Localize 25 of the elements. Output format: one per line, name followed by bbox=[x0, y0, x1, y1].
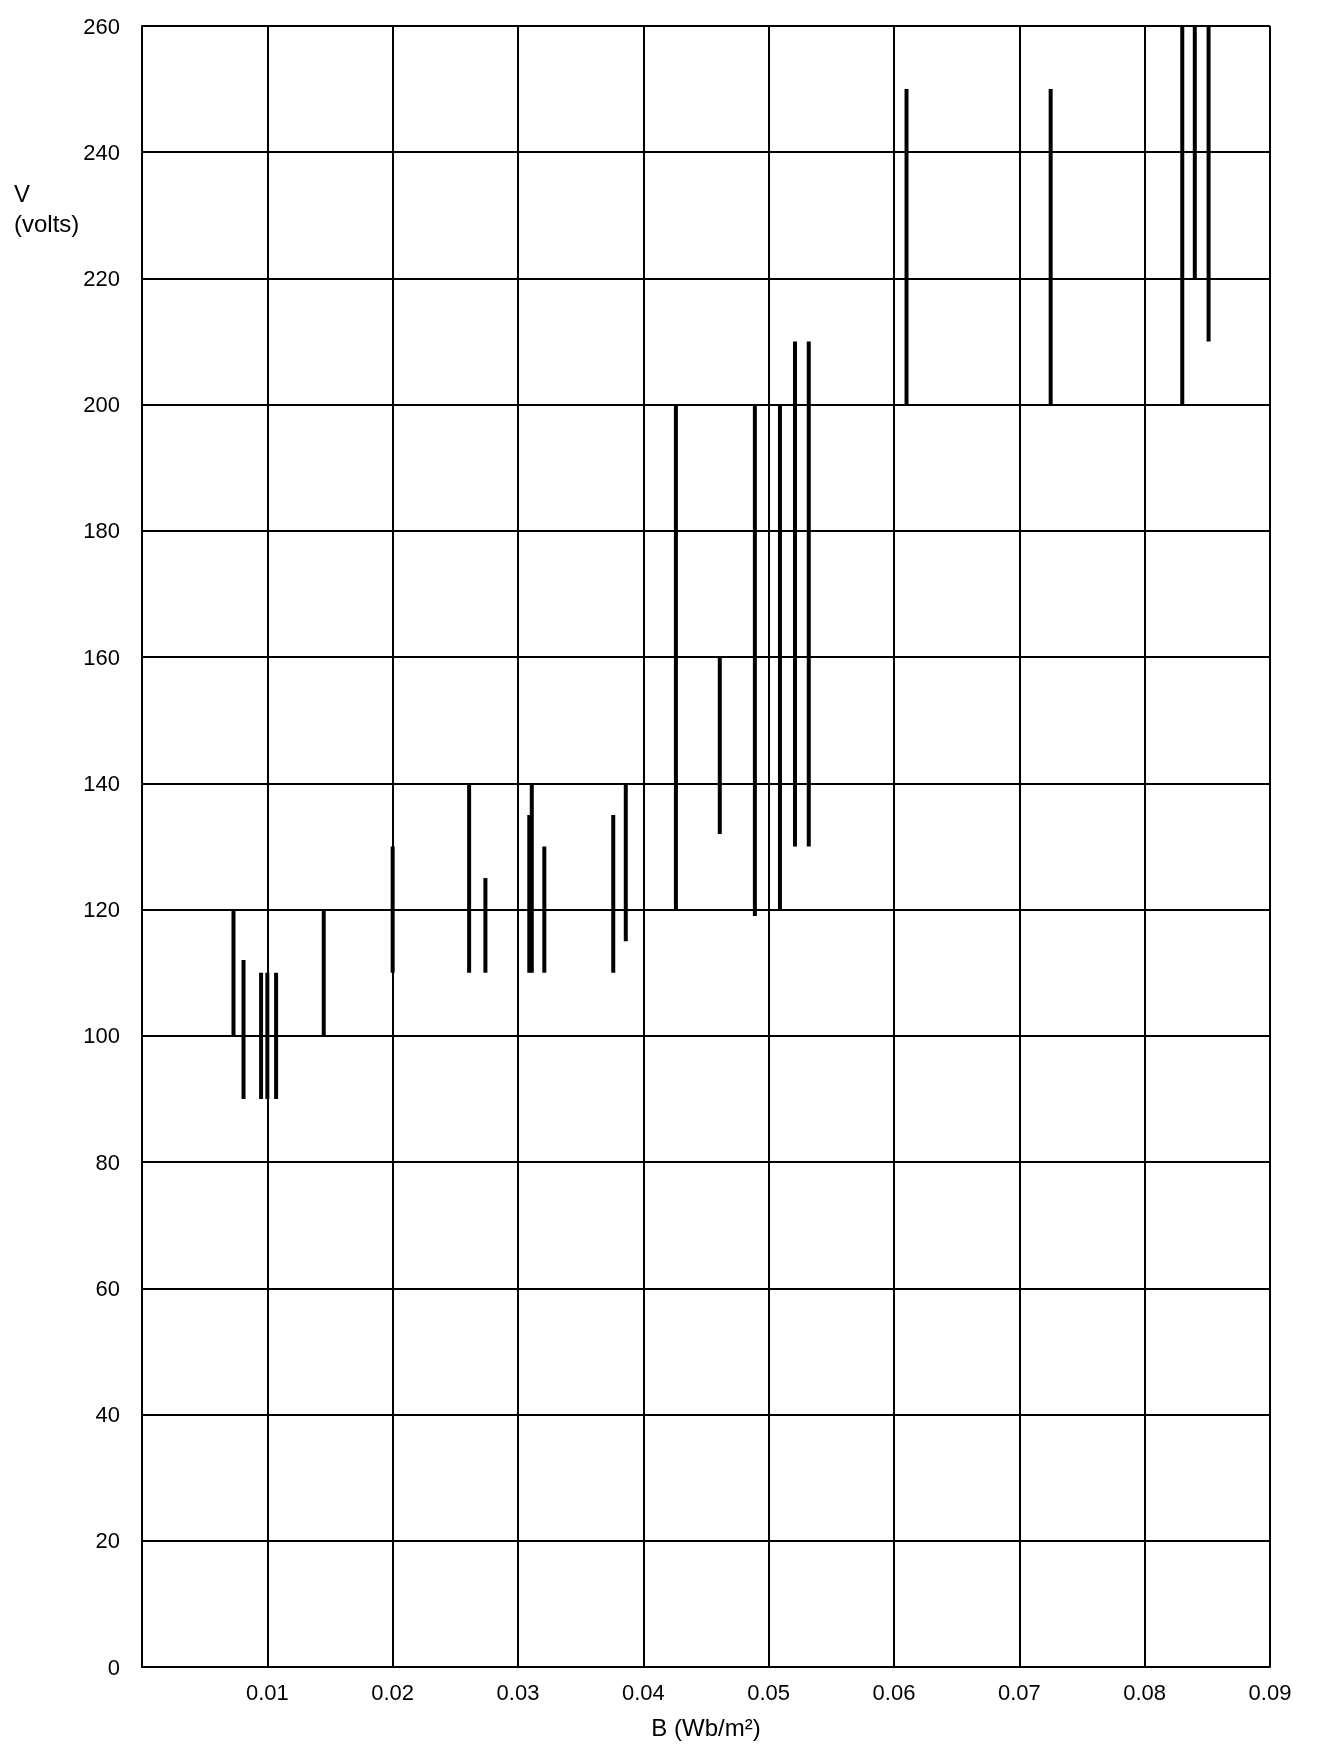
x-tick-label: 0.03 bbox=[496, 1679, 540, 1705]
y-tick-label: 40 bbox=[95, 1402, 120, 1428]
x-tick-label: 0.06 bbox=[872, 1679, 916, 1705]
x-tick-label: 0.08 bbox=[1123, 1679, 1167, 1705]
y-tick-label: 220 bbox=[83, 265, 120, 291]
x-tick-label: 0.05 bbox=[747, 1679, 791, 1705]
x-tick-label: 0.01 bbox=[245, 1679, 289, 1705]
y-tick-label: 80 bbox=[95, 1149, 120, 1175]
y-tick-label: 160 bbox=[83, 644, 120, 670]
x-tick-label: 0.09 bbox=[1248, 1679, 1292, 1705]
y-tick-label: 120 bbox=[83, 897, 120, 923]
y-axis-title: V (volts) bbox=[14, 179, 80, 237]
y-tick-label: 0 bbox=[107, 1654, 120, 1680]
y-tick-label: 100 bbox=[83, 1023, 120, 1049]
x-tick-label: 0.07 bbox=[997, 1679, 1041, 1705]
y-tick-label: 240 bbox=[83, 139, 120, 165]
y-tick-label: 20 bbox=[95, 1528, 120, 1554]
y-tick-label: 180 bbox=[83, 518, 120, 544]
y-tick-label: 260 bbox=[83, 13, 120, 39]
y-tick-label: 60 bbox=[95, 1275, 120, 1301]
x-tick-label: 0.02 bbox=[371, 1679, 415, 1705]
y-tick-label: 140 bbox=[83, 770, 120, 796]
x-axis-title: B (Wb/m²) bbox=[651, 1713, 761, 1741]
x-tick-label: 0.04 bbox=[621, 1679, 665, 1705]
y-tick-label: 200 bbox=[83, 392, 120, 418]
